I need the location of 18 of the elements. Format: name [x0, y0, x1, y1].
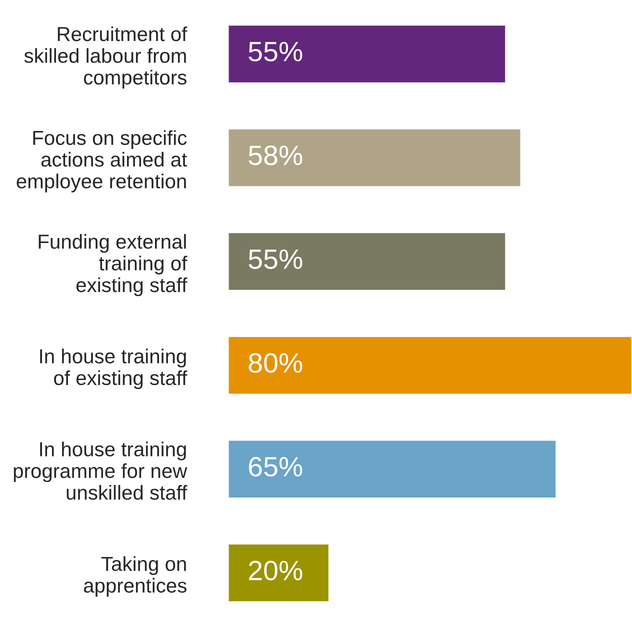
- y-tick-label: Recruitment of skilled labour from competitors: [24, 26, 188, 89]
- y-tick-label: Focus on specific actions aimed at employee retention: [16, 130, 188, 192]
- y-tick-label: Taking on apprentices: [84, 556, 186, 597]
- bar: [228, 336, 632, 396]
- data-label: 65%: [249, 456, 302, 477]
- data-label: 55%: [248, 42, 302, 62]
- data-label: 20%: [248, 560, 302, 580]
- bar: [228, 543, 330, 603]
- bar: [228, 439, 557, 499]
- data-label: 58%: [248, 146, 302, 166]
- bar: [228, 232, 506, 292]
- data-label: 80%: [248, 353, 302, 373]
- y-tick-label: In house training of existing staff: [40, 348, 188, 390]
- bar: [228, 24, 506, 84]
- y-tick-label: In house training programme for new unskilled staff: [14, 442, 188, 500]
- bar: [228, 128, 522, 188]
- data-label: 55%: [248, 249, 302, 270]
- y-tick-label: Funding external training of existing staff: [38, 234, 188, 296]
